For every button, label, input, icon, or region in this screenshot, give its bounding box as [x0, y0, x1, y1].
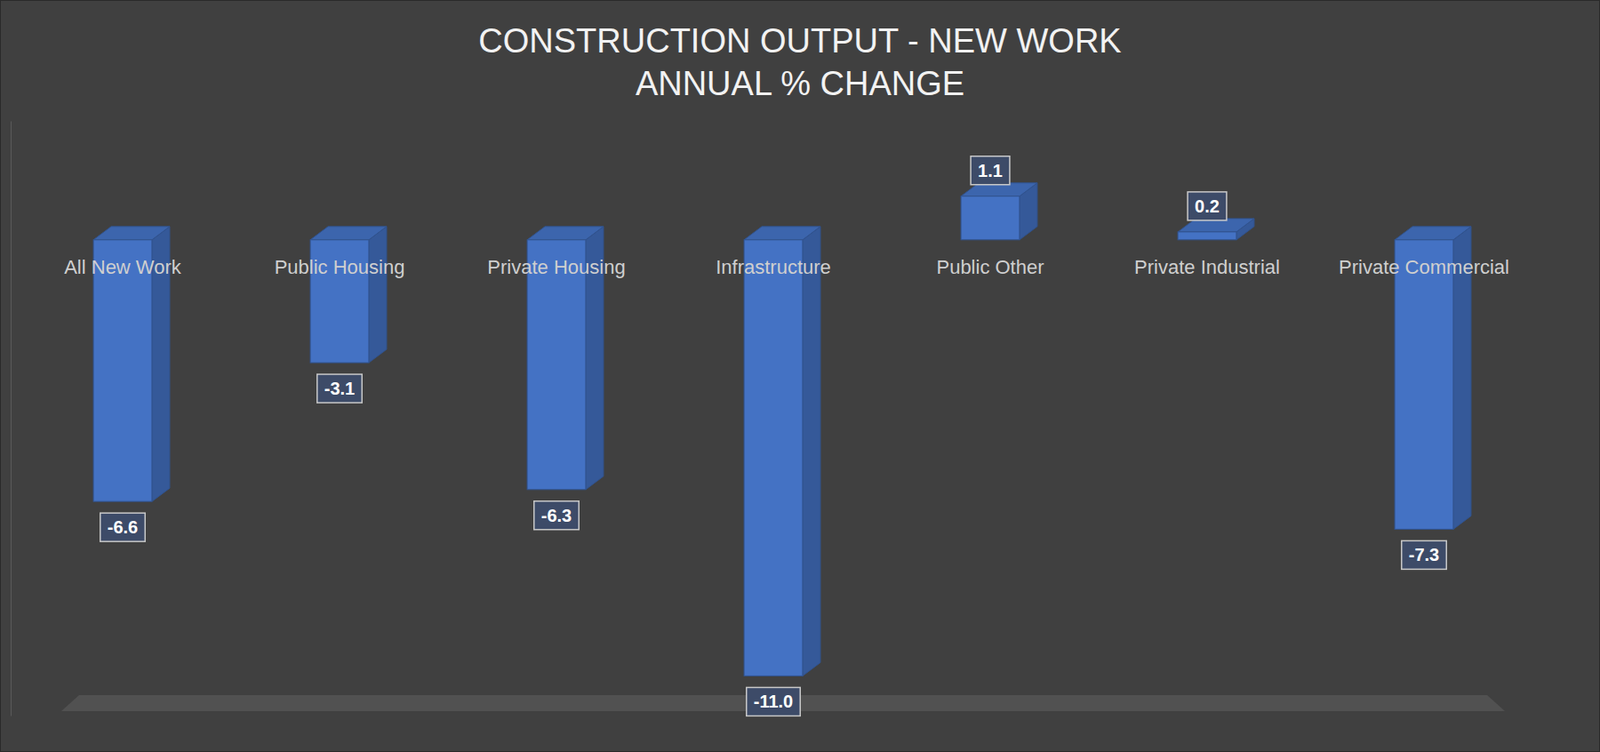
bar — [93, 240, 152, 502]
category-labels: All New Work Public Housing Private Housin… — [64, 256, 1510, 279]
category-label: Private Commercial — [1338, 256, 1510, 279]
bar-group — [310, 226, 387, 363]
bar-top — [1394, 226, 1472, 240]
data-label-box — [1187, 192, 1227, 221]
background — [0, 0, 1600, 752]
data-label-box — [534, 501, 579, 530]
data-label: -3.1 — [324, 378, 355, 399]
category-label: Infrastructure — [715, 256, 832, 279]
bar-side — [802, 226, 821, 677]
bars — [93, 183, 1472, 677]
y-axis — [10, 121, 12, 717]
chart-container: CONSTRUCTION OUTPUT - NEW WORK ANNUAL % C… — [0, 0, 1600, 752]
bar-group — [1177, 218, 1255, 240]
category-label: All New Work — [64, 256, 183, 279]
bar-group — [960, 183, 1038, 240]
data-label-box — [317, 374, 362, 403]
subtitle: ANNUAL % CHANGE — [635, 64, 965, 103]
category-label: Public Other — [936, 256, 1044, 279]
data-label-box — [1401, 540, 1447, 569]
bar-top — [744, 226, 821, 240]
data-label-box — [970, 156, 1010, 185]
data-label: -7.3 — [1408, 544, 1440, 565]
category-label: Private Housing — [487, 256, 625, 279]
data-label-box — [746, 687, 800, 716]
y-axis-line — [10, 121, 12, 717]
bar — [960, 196, 1020, 240]
data-label: -6.6 — [107, 517, 138, 537]
bar-top — [527, 226, 604, 240]
bar-side — [368, 226, 387, 363]
data-label: 0.2 — [1194, 196, 1220, 216]
chart-svg: CONSTRUCTION OUTPUT - NEW WORK ANNUAL % C… — [0, 0, 1600, 752]
category-label: Private Industrial — [1134, 256, 1280, 279]
data-label: -6.3 — [541, 505, 572, 526]
title: CONSTRUCTION OUTPUT - NEW WORK — [478, 22, 1121, 60]
data-label: 1.1 — [977, 160, 1003, 181]
bar-top — [310, 226, 387, 240]
bar — [1394, 240, 1454, 530]
data-labels: -6.6 -3.1 -6.3 -11.0 1.1 0.2 -7.3 — [100, 156, 1447, 717]
data-label: -11.0 — [753, 691, 793, 712]
category-label: Public Housing — [274, 256, 406, 279]
bar — [744, 240, 803, 677]
bar — [1177, 232, 1237, 240]
bar-top — [93, 226, 170, 240]
bar-group — [744, 226, 821, 677]
data-label-box — [100, 512, 145, 542]
